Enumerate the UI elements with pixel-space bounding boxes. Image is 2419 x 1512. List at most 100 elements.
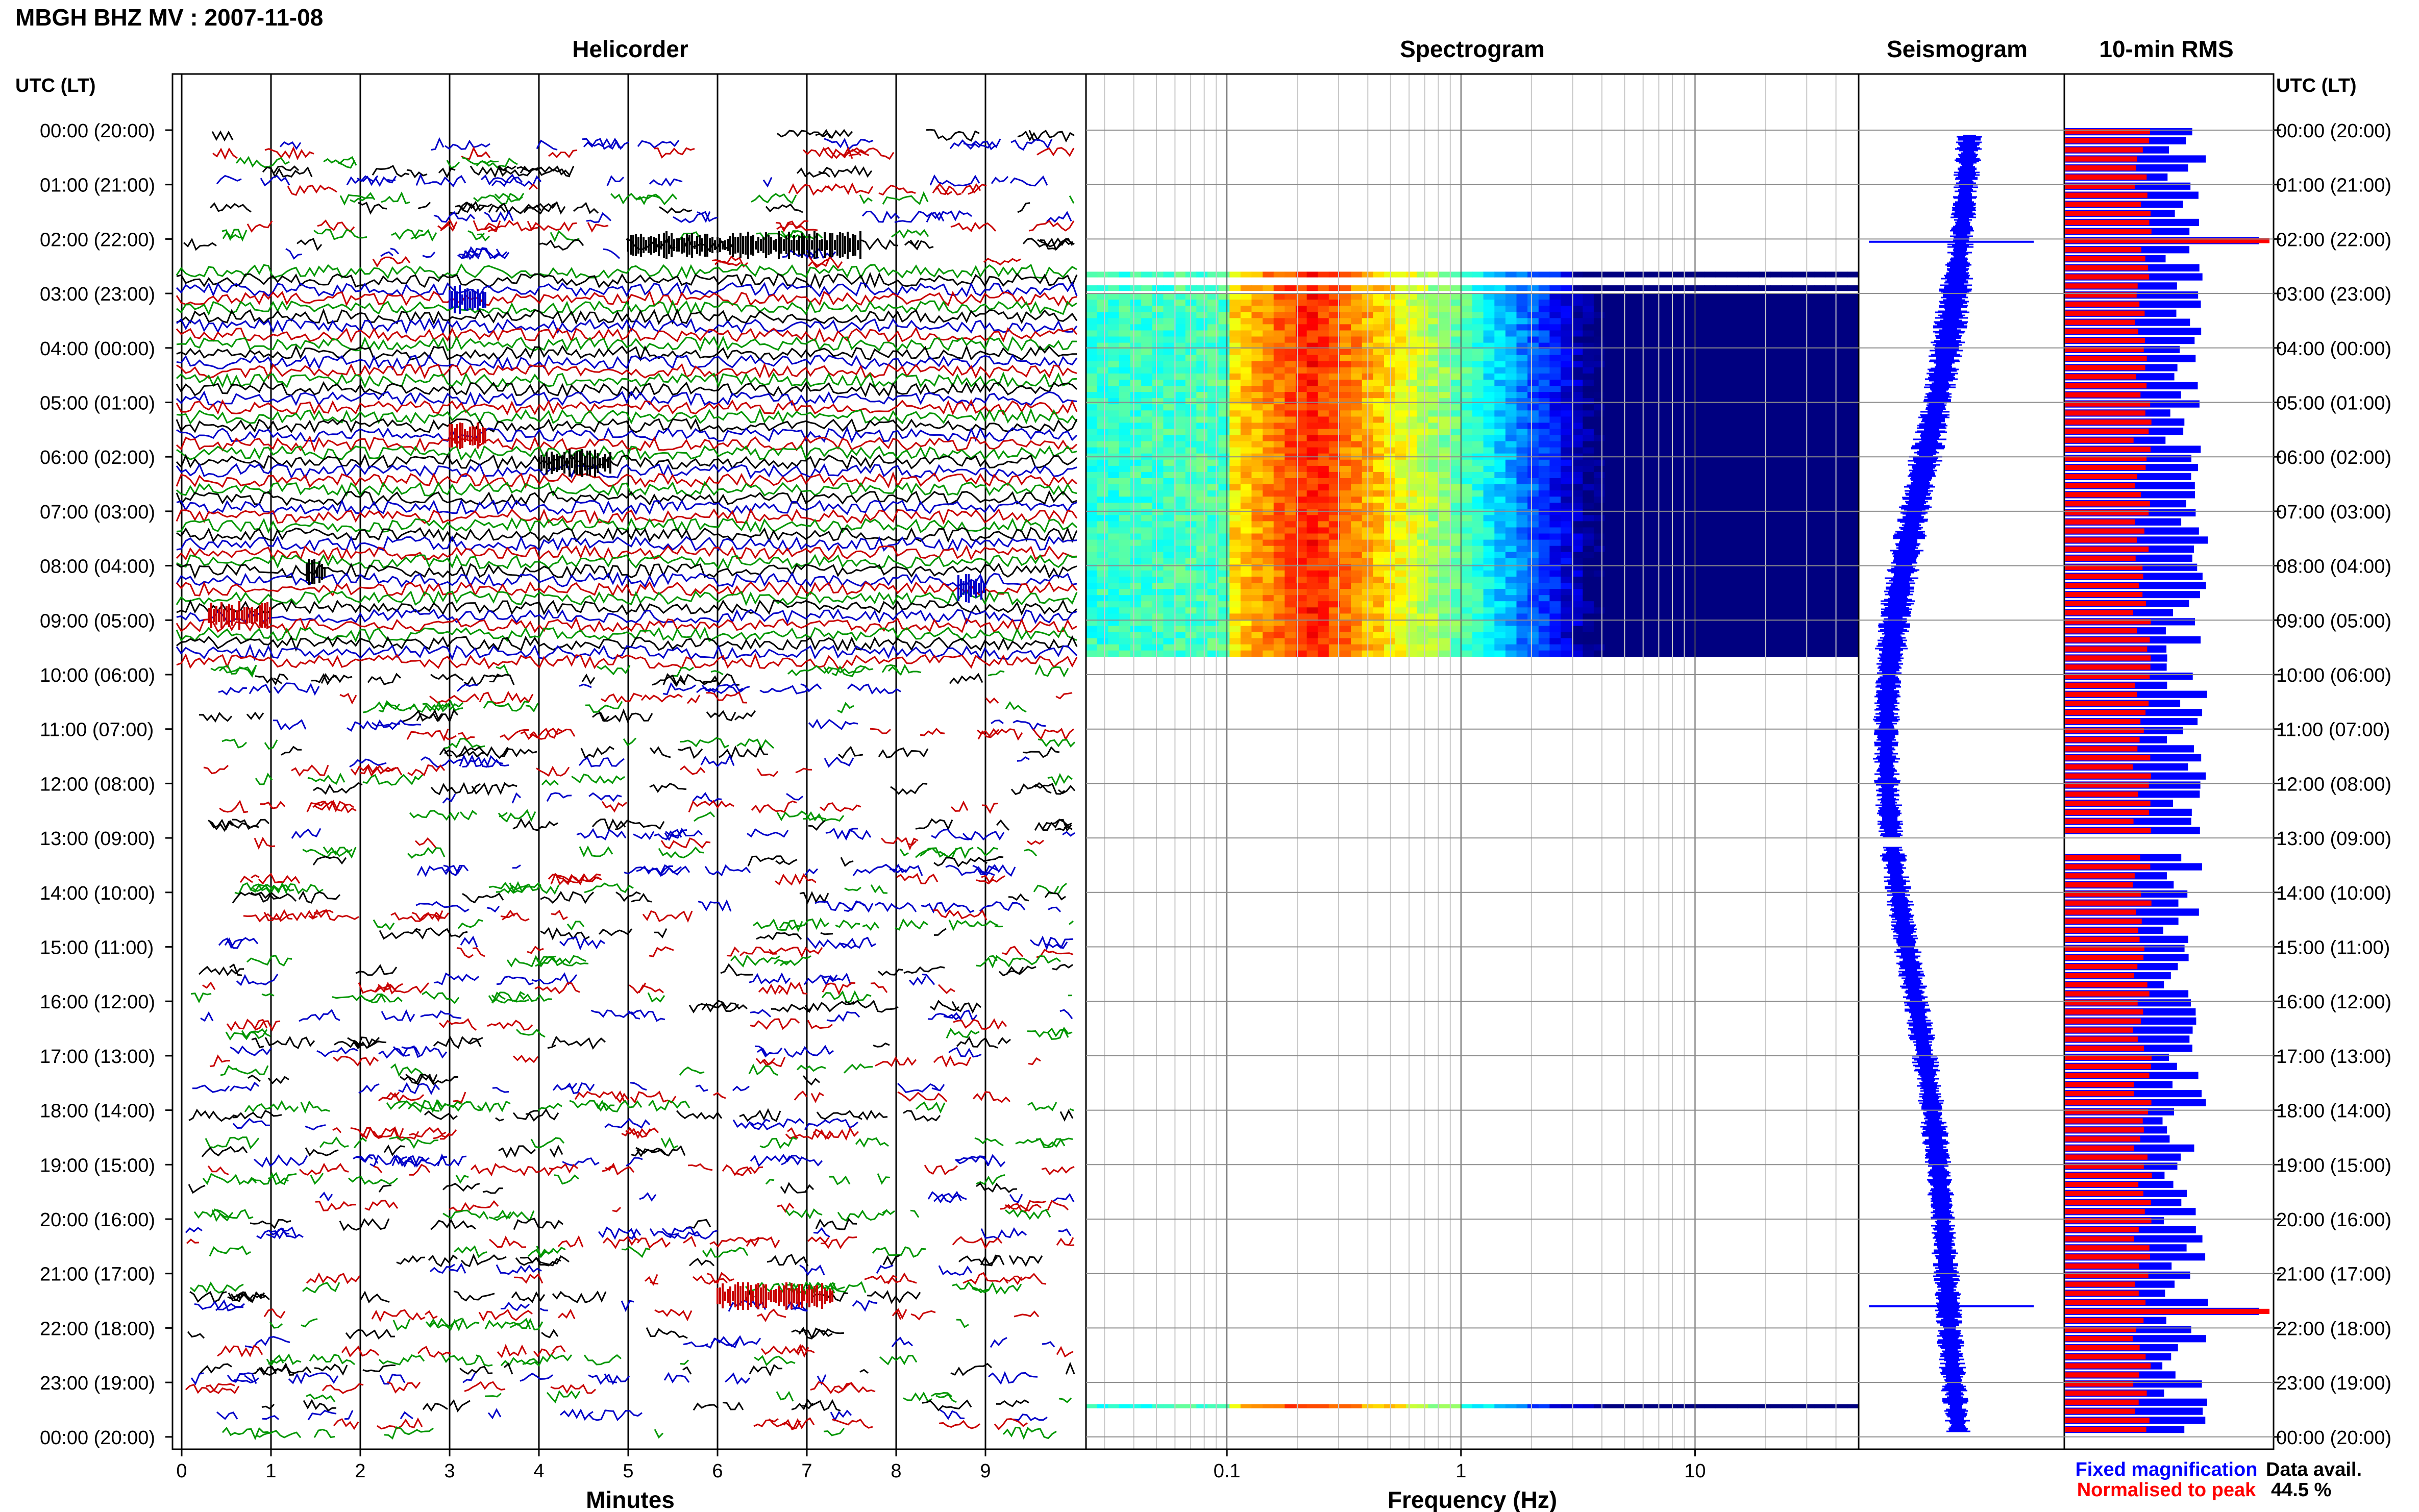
spectrogram-cell	[1373, 595, 1385, 602]
spectrogram-cell	[1814, 404, 1826, 411]
spectrogram-cell	[1483, 293, 1495, 300]
spectrogram-cell	[1715, 497, 1727, 503]
spectrogram-cell	[1505, 589, 1517, 596]
spectrogram-cell	[1285, 441, 1296, 448]
spectrogram-cell	[1328, 300, 1341, 306]
spectrogram-cell	[1086, 324, 1098, 331]
spectrogram-cell	[1108, 441, 1120, 448]
spectrogram-frame	[1085, 73, 1860, 1450]
spectrogram-cell	[1130, 583, 1142, 589]
spectrogram-cell	[1593, 447, 1606, 454]
spectrogram-cell	[1097, 349, 1108, 356]
spectrogram-cell	[1616, 478, 1627, 485]
spectrogram-cell	[1561, 459, 1572, 466]
spectrogram-cell	[1351, 312, 1363, 318]
spectrogram-cell	[1561, 521, 1572, 528]
spectrogram-cell	[1130, 285, 1142, 291]
spectrogram-cell	[1593, 336, 1606, 343]
spectrogram-cell	[1295, 380, 1307, 386]
helicorder-trace-row	[190, 990, 1073, 1004]
spectrogram-cell	[1130, 435, 1142, 442]
spectrogram-cell	[1240, 539, 1252, 547]
spectrogram-cell	[1141, 583, 1153, 589]
spectrogram-cell	[1626, 527, 1639, 534]
spectrogram-cell	[1715, 472, 1727, 479]
spectrogram-cell	[1583, 558, 1594, 565]
spectrogram-cell	[1086, 552, 1098, 559]
spectrogram-cell	[1097, 601, 1108, 608]
spectrogram-cell	[1141, 552, 1153, 559]
spectrogram-cell	[1814, 324, 1826, 331]
spectrogram-cell	[1836, 386, 1848, 392]
spectrogram-cell	[1450, 423, 1462, 429]
spectrogram-cell	[1593, 367, 1606, 374]
spectrogram-cell	[1494, 539, 1506, 547]
spectrogram-cell	[1792, 336, 1804, 343]
spectrogram-cell	[1626, 355, 1639, 362]
spectrogram-cell	[1218, 484, 1230, 491]
spectrogram-cell	[1152, 478, 1164, 485]
spectrogram-cell	[1108, 607, 1120, 614]
helicorder-trace-row	[255, 773, 1073, 787]
spectrogram-cell	[1251, 355, 1263, 362]
helicorder-trace-row	[176, 281, 1078, 298]
spectrogram-cell	[1218, 293, 1230, 300]
spectrogram-cell	[1229, 386, 1241, 392]
spectrogram-cell	[1196, 546, 1208, 553]
spectrogram-cell	[1538, 293, 1550, 300]
spectrogram-cell	[1373, 330, 1385, 337]
spectrogram-cell	[1770, 484, 1782, 491]
spectrogram-cell	[1671, 478, 1683, 485]
spectrogram-cell	[1726, 589, 1738, 596]
spectrogram-cell	[1273, 318, 1286, 325]
helicorder-trace-row	[176, 499, 1077, 515]
spectrogram-cell	[1285, 300, 1296, 306]
spectrogram-cell	[1428, 613, 1440, 620]
spectrogram-cell	[1605, 416, 1616, 423]
spectrogram-cell	[1847, 503, 1859, 509]
spectrogram-cell	[1593, 416, 1606, 423]
rms-bar-normalised	[2065, 528, 2144, 534]
spectrogram-cell	[1273, 490, 1286, 497]
spectrogram-cell	[1086, 478, 1098, 485]
spectrogram-cell	[1086, 300, 1098, 306]
spectrogram-cell	[1527, 392, 1539, 399]
spectrogram-cell	[1428, 546, 1440, 553]
helicorder-trace-row	[176, 271, 1078, 289]
rms-bar-normalised	[2065, 329, 2138, 334]
spectrogram-cell	[1285, 484, 1296, 491]
spectrogram-cell	[1207, 441, 1219, 448]
spectrogram-cell	[1671, 447, 1683, 454]
spectrogram-cell	[1273, 349, 1286, 356]
spectrogram-cell	[1351, 552, 1363, 559]
spectrogram-cell	[1406, 336, 1418, 343]
spectrogram-cell	[1571, 306, 1584, 312]
spectrogram-cell	[1660, 300, 1672, 306]
spectrogram-cell	[1108, 386, 1120, 392]
spectrogram-cell	[1273, 527, 1286, 534]
spectrogram-cell	[1803, 459, 1815, 466]
spectrogram-cell	[1428, 459, 1440, 466]
spectrogram-cell	[1605, 595, 1616, 602]
spectrogram-cell	[1373, 577, 1385, 583]
spectrogram-cell	[1328, 441, 1341, 448]
spectrogram-cell	[1273, 441, 1286, 448]
spectrogram-cell	[1450, 306, 1462, 312]
spectrogram-cell	[1726, 441, 1738, 448]
rms-frame	[2063, 73, 2275, 1450]
helicorder-trace-row	[209, 201, 1030, 215]
spectrogram-cell	[1505, 312, 1517, 318]
spectrogram-cell	[1174, 349, 1186, 356]
spectrogram-cell	[1295, 398, 1307, 405]
spectrogram-cell	[1328, 380, 1341, 386]
spectrogram-cell	[1516, 527, 1528, 534]
spectrogram-cell	[1549, 285, 1561, 291]
spectrogram-cell	[1494, 355, 1506, 362]
spectrogram-cell	[1748, 601, 1760, 608]
spectrogram-cell	[1583, 552, 1594, 559]
spectrogram-cell	[1792, 644, 1804, 651]
spectrogram-cell	[1240, 423, 1252, 429]
spectrogram-cell	[1097, 533, 1108, 540]
spectrogram-cell	[1373, 497, 1385, 503]
spectrogram-cell	[1428, 435, 1440, 442]
